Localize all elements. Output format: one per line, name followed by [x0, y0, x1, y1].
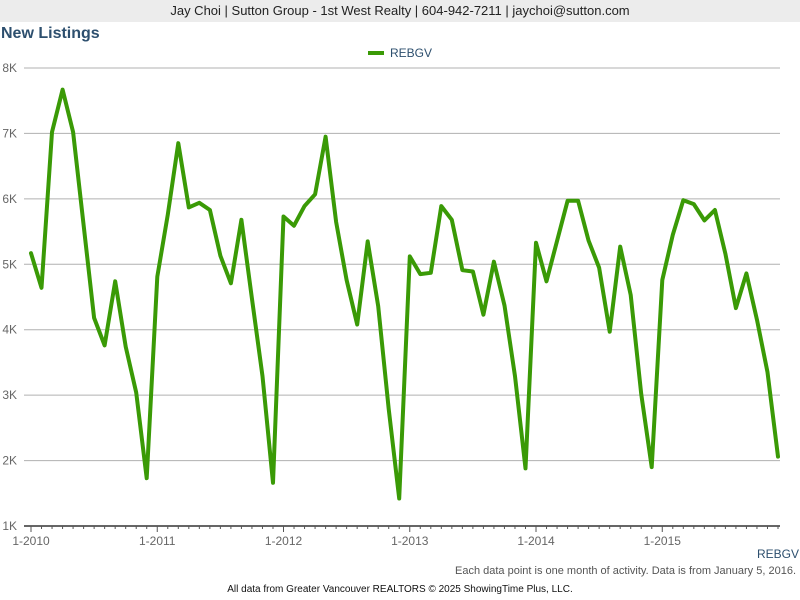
legend[interactable]: REBGV — [0, 46, 800, 60]
chart-title: New Listings — [1, 25, 100, 42]
legend-label: REBGV — [389, 46, 432, 60]
y-tick-label: 7K — [2, 126, 17, 140]
series-line-rebgv — [29, 87, 780, 501]
y-tick-label: 2K — [2, 454, 17, 468]
contact-header: Jay Choi | Sutton Group - 1st West Realt… — [0, 0, 800, 22]
series-layer — [29, 87, 780, 501]
x-tick-label: 1-2013 — [391, 534, 429, 548]
x-tick-label: 1-2014 — [517, 534, 555, 548]
x-tick-label: 1-2015 — [644, 534, 682, 548]
legend-swatch — [367, 50, 384, 55]
x-tick-label: 1-2012 — [265, 534, 303, 548]
data-note: Each data point is one month of activity… — [455, 565, 796, 577]
y-tick-label: 8K — [2, 61, 17, 75]
x-tick-label: 1-2011 — [139, 534, 176, 548]
y-tick-label: 6K — [2, 192, 17, 206]
y-tick-label: 5K — [2, 257, 17, 271]
y-tick-label: 3K — [2, 388, 17, 402]
series-axis-label: REBGV — [756, 547, 799, 561]
axes — [24, 525, 780, 532]
x-tick-label: 1-2010 — [12, 534, 50, 548]
tick-labels: 1K 2K 3K 4K 5K 6K 7K 8K 1-2010 1-2011 1-2012 1-2013… — [2, 61, 681, 548]
copyright-footer: All data from Greater Vancouver REALTORS… — [227, 584, 573, 595]
y-tick-label: 1K — [2, 519, 17, 533]
y-tick-label: 4K — [2, 323, 17, 337]
